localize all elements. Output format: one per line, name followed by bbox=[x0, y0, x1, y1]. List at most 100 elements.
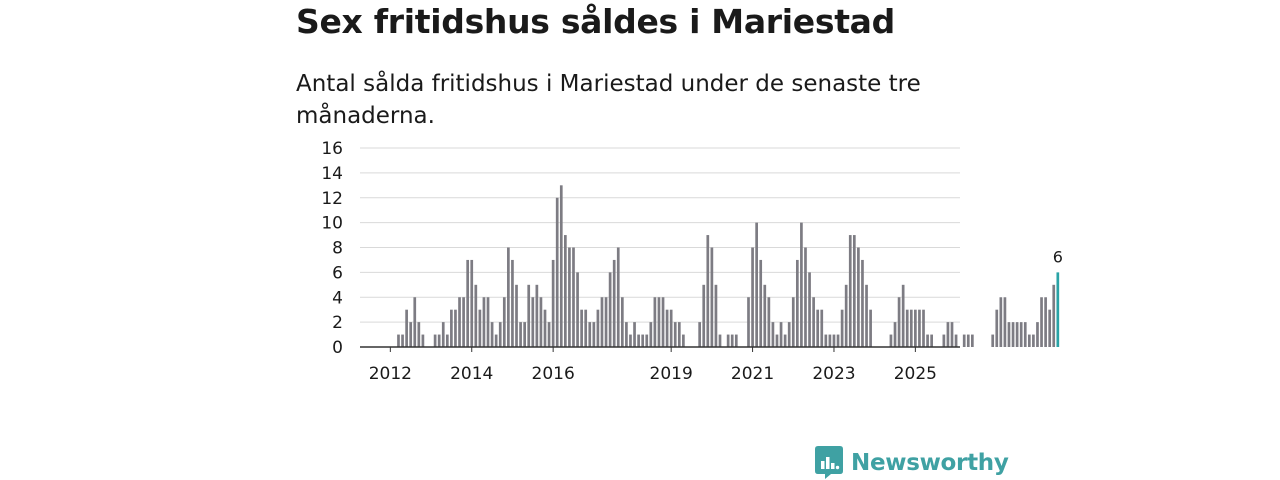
bar bbox=[478, 309, 482, 347]
bar bbox=[433, 334, 437, 347]
bar bbox=[527, 284, 531, 347]
bar bbox=[865, 284, 868, 347]
x-tick-label: 2023 bbox=[812, 364, 855, 384]
bar bbox=[637, 334, 640, 347]
y-axis-ticks: 0 2 4 6 8 10 12 14 16 bbox=[321, 139, 343, 358]
bar bbox=[755, 222, 758, 347]
bar bbox=[600, 297, 604, 347]
bar bbox=[519, 322, 522, 347]
bar bbox=[971, 334, 974, 347]
bar bbox=[889, 334, 893, 347]
bar bbox=[702, 284, 706, 347]
bar bbox=[531, 297, 535, 347]
bar bbox=[1023, 322, 1027, 347]
bar bbox=[918, 309, 921, 347]
bar bbox=[950, 322, 954, 347]
bar bbox=[543, 309, 547, 347]
bar bbox=[804, 247, 807, 347]
bar bbox=[734, 334, 738, 347]
newsworthy-logo: Newsworthy bbox=[815, 446, 1009, 479]
bar bbox=[824, 334, 828, 347]
bar bbox=[572, 247, 575, 347]
y-tick-label: 2 bbox=[332, 313, 343, 333]
bar bbox=[604, 297, 608, 347]
bar bbox=[588, 322, 592, 347]
bar bbox=[901, 284, 905, 347]
bar bbox=[763, 284, 767, 347]
y-tick-label: 0 bbox=[332, 338, 343, 358]
bar bbox=[991, 334, 995, 347]
bar bbox=[869, 309, 872, 347]
bar bbox=[677, 322, 681, 347]
bar bbox=[409, 322, 413, 347]
bar bbox=[441, 322, 445, 347]
bar bbox=[486, 297, 490, 347]
bar bbox=[547, 322, 551, 347]
bar bbox=[962, 334, 966, 347]
x-tick-label: 2019 bbox=[650, 364, 693, 384]
bar bbox=[1019, 322, 1023, 347]
bar bbox=[494, 334, 498, 347]
bar bbox=[726, 334, 730, 347]
bar bbox=[458, 297, 461, 347]
bar bbox=[437, 334, 441, 347]
bar bbox=[1007, 322, 1011, 347]
y-tick-label: 8 bbox=[332, 239, 343, 259]
bar bbox=[507, 247, 510, 347]
bar bbox=[759, 259, 763, 347]
bar bbox=[616, 247, 620, 347]
bar bbox=[535, 284, 539, 347]
bar bbox=[657, 297, 661, 347]
bar bbox=[800, 222, 803, 347]
bar bbox=[787, 322, 791, 347]
bar bbox=[946, 322, 950, 347]
bar bbox=[718, 334, 722, 347]
bar bbox=[633, 322, 636, 347]
bar bbox=[661, 297, 665, 347]
bar bbox=[1027, 334, 1031, 347]
bar bbox=[832, 334, 836, 347]
last-value-label: 6 bbox=[1053, 247, 1063, 266]
bar bbox=[551, 259, 555, 347]
bar bbox=[1044, 297, 1047, 347]
bar bbox=[767, 297, 771, 347]
bar bbox=[417, 322, 421, 347]
x-tick-label: 2014 bbox=[450, 364, 493, 384]
y-tick-label: 16 bbox=[321, 139, 343, 159]
bar bbox=[625, 322, 628, 347]
bar bbox=[914, 309, 917, 347]
bar bbox=[564, 235, 567, 347]
bar bbox=[909, 309, 913, 347]
bar bbox=[1052, 284, 1056, 347]
bar bbox=[926, 334, 929, 347]
bars bbox=[397, 185, 1060, 347]
data-labels: 6 bbox=[1053, 247, 1063, 266]
bar bbox=[682, 334, 685, 347]
bar bbox=[474, 284, 478, 347]
bar-highlight bbox=[1056, 272, 1060, 347]
bar bbox=[795, 259, 799, 347]
bar bbox=[828, 334, 832, 347]
bar bbox=[515, 284, 518, 347]
bar bbox=[405, 309, 408, 347]
y-tick-label: 12 bbox=[321, 189, 343, 209]
bar bbox=[710, 247, 714, 347]
bar bbox=[783, 334, 787, 347]
y-tick-label: 6 bbox=[332, 263, 343, 283]
bar bbox=[930, 334, 933, 347]
x-tick-label: 2012 bbox=[369, 364, 412, 384]
bar bbox=[498, 322, 502, 347]
bar bbox=[1040, 297, 1043, 347]
bar bbox=[840, 309, 844, 347]
bar bbox=[466, 259, 470, 347]
bar bbox=[922, 309, 925, 347]
bar bbox=[608, 272, 612, 347]
bar bbox=[673, 322, 677, 347]
bar bbox=[775, 334, 779, 347]
bar bbox=[966, 334, 970, 347]
bar bbox=[482, 297, 486, 347]
bar bbox=[1011, 322, 1015, 347]
bar bbox=[645, 334, 649, 347]
bar bbox=[714, 284, 718, 347]
bar bbox=[857, 247, 860, 347]
